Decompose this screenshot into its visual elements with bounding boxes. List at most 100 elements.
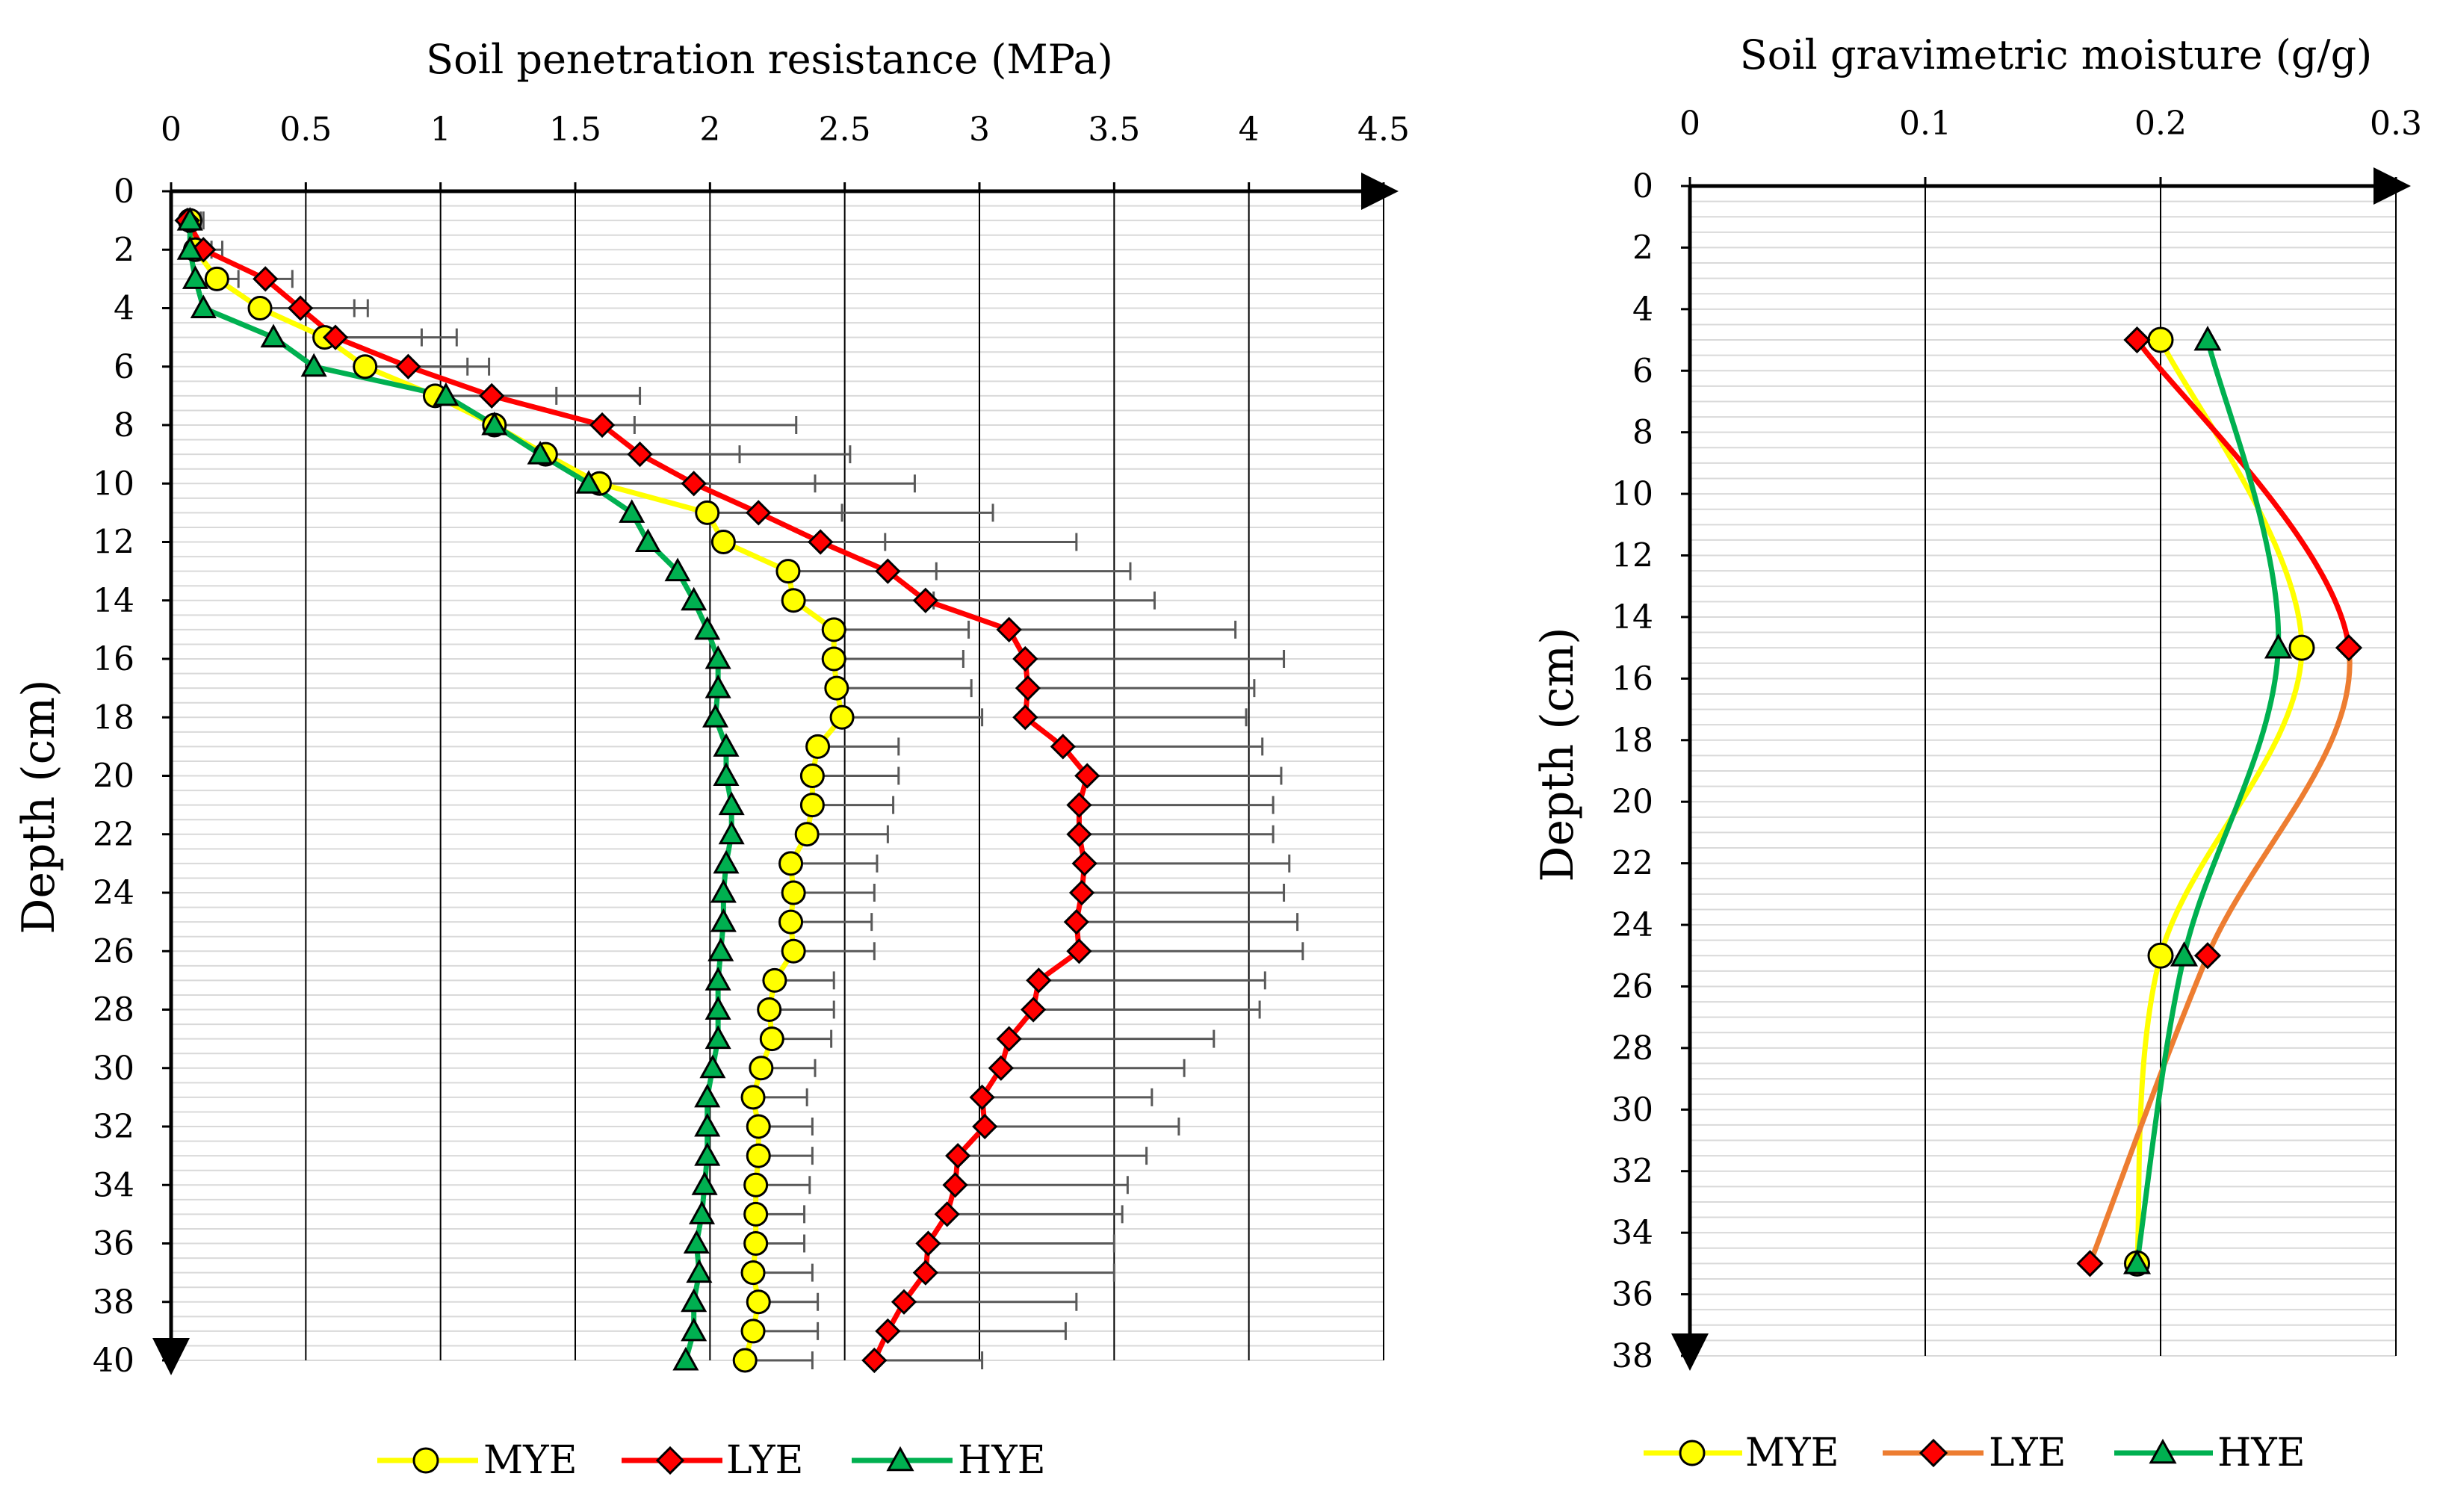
point-hye [619, 499, 645, 523]
moisture-series-lines [2087, 338, 2353, 1265]
y-tick-label: 16 [1611, 660, 1653, 698]
point-mye [204, 266, 229, 291]
y-tick-label: 0 [114, 173, 134, 211]
moisture-line-mye [2134, 338, 2305, 1264]
point-hye [705, 1025, 731, 1050]
gravimetric-moisture-chart: Soil gravimetric moisture (g/g) 0 0.1 0.2 0… [1532, 31, 2422, 1475]
point-mye [821, 646, 846, 672]
y-tick-label: 32 [1611, 1153, 1653, 1191]
moisture-series-markers [2076, 325, 2363, 1277]
moisture-line-lye-upper [2134, 338, 2352, 648]
legend2-mye-symbol [1679, 1440, 1706, 1466]
y-tick-label: 22 [1611, 845, 1653, 883]
legend-hye-marker [886, 1446, 914, 1472]
point-lye [969, 1084, 995, 1110]
legend-hye-label: HYE [958, 1438, 1046, 1483]
point-lye [1012, 704, 1038, 731]
point-hye [718, 820, 745, 845]
legend-mye-label: MYE [483, 1438, 577, 1483]
point-mye [799, 793, 825, 818]
point-mye [740, 1085, 766, 1110]
point-lye [1050, 734, 1076, 760]
point-lye [996, 1026, 1022, 1052]
point-lye [934, 1201, 960, 1227]
penetration-series-lines [185, 219, 1090, 1362]
y-tick-label: 14 [1611, 598, 1653, 636]
x-tick-label: 0.5 [279, 111, 332, 149]
moisture-point-mye [2147, 942, 2174, 969]
point-mye [746, 1114, 771, 1139]
penetration-x-ticks: 0 0.5 1 1.5 2 2.5 3 3.5 4 4.5 [161, 111, 1410, 191]
point-hye [686, 1259, 713, 1283]
legend2-mye-marker [1679, 1440, 1706, 1466]
point-lye [861, 1347, 888, 1374]
point-mye [757, 997, 782, 1022]
y-tick-label: 26 [93, 932, 134, 970]
x-tick-label: 3 [969, 111, 990, 149]
moisture-gridlines [1690, 186, 2397, 1357]
moisture-axes [1671, 167, 2411, 1371]
point-mye [743, 1231, 769, 1256]
point-mye [710, 530, 736, 554]
point-lye [1071, 850, 1097, 876]
point-lye [1021, 997, 1047, 1023]
moisture-legend: MYE LYE HYE [1644, 1431, 2306, 1475]
point-lye [942, 1172, 968, 1198]
point-hye [681, 1288, 707, 1313]
legend2-hye-symbol [2149, 1438, 2177, 1464]
point-mye [781, 938, 806, 964]
y-tick-label: 16 [93, 640, 134, 678]
point-lye [1012, 645, 1038, 672]
point-mye [746, 1289, 771, 1315]
point-hye [683, 1230, 710, 1254]
point-lye [972, 1113, 998, 1140]
moisture-point-lye [2123, 326, 2151, 354]
point-lye [875, 1318, 901, 1344]
moisture-point-mye [2288, 634, 2315, 661]
point-hye [634, 528, 661, 552]
point-hye [713, 762, 740, 786]
point-lye [627, 441, 653, 468]
legend2-lye-symbol [1919, 1438, 1948, 1468]
series-line-lye [185, 219, 1090, 1362]
point-lye [808, 529, 834, 555]
point-mye [749, 1056, 774, 1081]
point-hye [300, 353, 327, 377]
point-mye [695, 500, 720, 525]
legend2-lye-marker [1919, 1438, 1948, 1468]
point-hye [718, 791, 745, 816]
point-hye [481, 411, 508, 436]
series-line-mye [187, 220, 845, 1361]
point-hye [681, 1317, 707, 1342]
y-tick-label: 38 [1611, 1337, 1653, 1375]
point-mye [740, 1319, 766, 1344]
point-hye [705, 645, 731, 669]
point-mye [743, 1201, 769, 1227]
y-tick-label: 34 [93, 1166, 134, 1204]
legend-lye-symbol [655, 1446, 685, 1475]
y-tick-label: 2 [1632, 229, 1653, 267]
y-tick-label: 34 [1611, 1214, 1653, 1252]
point-hye [681, 586, 707, 611]
moisture-point-hye [2264, 633, 2293, 659]
point-hye [176, 236, 203, 260]
point-mye [778, 851, 804, 876]
point-hye [190, 294, 217, 318]
point-hye [694, 616, 721, 640]
point-lye [988, 1055, 1014, 1081]
legend2-hye-label: HYE [2217, 1431, 2306, 1475]
legend-mye-marker [412, 1447, 439, 1474]
x-tick-label: 0.1 [1899, 105, 1951, 143]
point-mye [759, 1026, 784, 1052]
x-tick-label: 0 [161, 111, 182, 149]
y-tick-label: 2 [114, 231, 134, 269]
point-lye [1068, 879, 1095, 906]
legend2-hye-marker [2149, 1438, 2177, 1464]
point-hye [688, 1200, 716, 1224]
point-hye [705, 996, 731, 1020]
y-tick-label: 22 [93, 816, 134, 854]
penetration-resistance-chart: Soil penetration resistance (MPa) 0 0.5 1 1… [13, 36, 1410, 1483]
y-tick-label: 38 [93, 1283, 134, 1322]
